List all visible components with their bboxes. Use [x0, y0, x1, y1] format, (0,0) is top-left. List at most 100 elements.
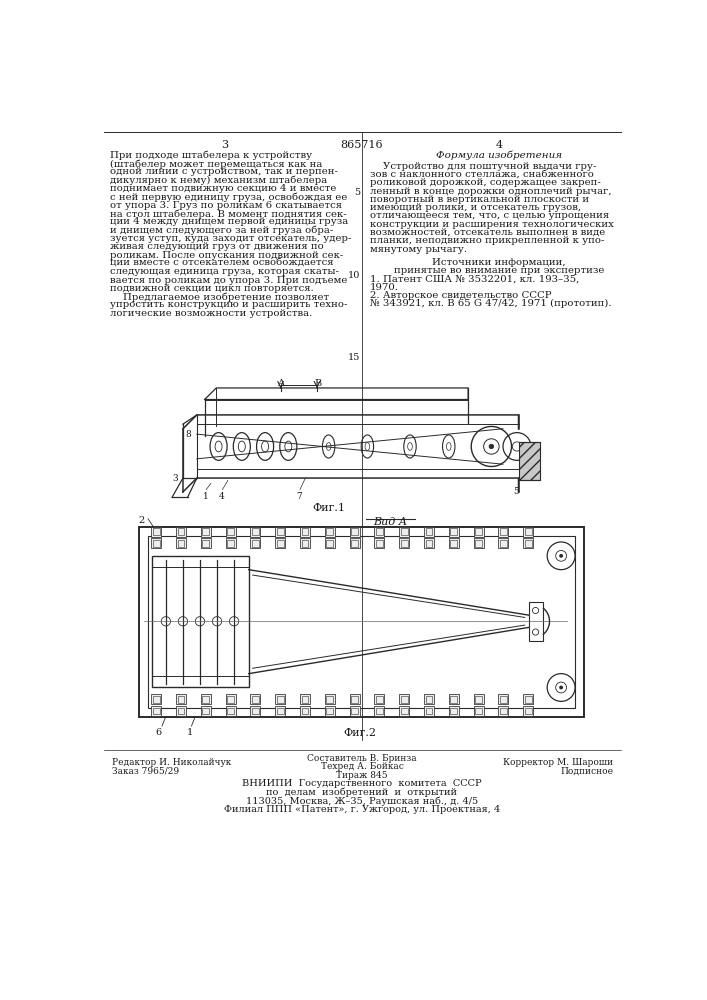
Text: отличающееся тем, что, с целью упрощения: отличающееся тем, что, с целью упрощения — [370, 211, 609, 220]
Bar — [300, 706, 310, 716]
Bar — [349, 538, 360, 548]
Text: зов с наклонного стеллажа, снабженного: зов с наклонного стеллажа, снабженного — [370, 170, 594, 179]
Bar — [201, 527, 211, 537]
Bar — [498, 538, 508, 548]
Text: 4: 4 — [496, 140, 503, 150]
Bar — [252, 708, 259, 714]
Bar — [401, 708, 408, 714]
Text: ции вместе с отсекателем освобождается: ции вместе с отсекателем освобождается — [110, 259, 334, 268]
Bar — [325, 694, 335, 704]
Bar — [349, 706, 360, 716]
Bar — [300, 538, 310, 548]
Bar — [301, 708, 308, 714]
Text: с ней первую единицу груза, освобождая ее: с ней первую единицу груза, освобождая е… — [110, 192, 347, 202]
Bar — [327, 696, 333, 703]
Text: возможностей, отсекатель выполнен в виде: возможностей, отсекатель выполнен в виде — [370, 228, 605, 237]
Bar — [327, 540, 333, 547]
Text: 3: 3 — [172, 474, 177, 483]
Text: ции 4 между днищем первой единицы груза: ции 4 между днищем первой единицы груза — [110, 217, 349, 226]
Bar — [151, 527, 161, 537]
Bar — [252, 528, 259, 535]
Text: поворотный в вертикальной плоскости и: поворотный в вертикальной плоскости и — [370, 195, 589, 204]
Bar — [300, 694, 310, 704]
Bar — [450, 528, 457, 535]
Text: (штабелер может перемещаться как на: (штабелер может перемещаться как на — [110, 159, 322, 169]
Text: 3: 3 — [221, 140, 228, 150]
Bar — [500, 540, 507, 547]
Bar — [500, 696, 507, 703]
Bar — [202, 708, 209, 714]
Text: При подходе штабелера к устройству: При подходе штабелера к устройству — [110, 151, 312, 160]
Bar — [426, 540, 433, 547]
Bar — [152, 556, 249, 687]
Circle shape — [489, 444, 493, 449]
Text: 1. Патент США № 3532201, кл. 193–35,: 1. Патент США № 3532201, кл. 193–35, — [370, 274, 579, 283]
Bar — [301, 696, 308, 703]
Text: 5: 5 — [513, 487, 519, 496]
Bar — [201, 538, 211, 548]
Text: Вид А: Вид А — [373, 517, 408, 527]
Bar — [449, 694, 459, 704]
Bar — [252, 540, 259, 547]
Bar — [424, 538, 434, 548]
Bar — [426, 708, 433, 714]
Bar — [276, 528, 284, 535]
Text: 113035, Москва, Ж–35, Раушская наб., д. 4/5: 113035, Москва, Ж–35, Раушская наб., д. … — [246, 796, 478, 806]
Bar — [202, 696, 209, 703]
Bar — [176, 694, 186, 704]
Text: 5: 5 — [354, 188, 361, 197]
Text: 1970.: 1970. — [370, 283, 399, 292]
Bar — [500, 708, 507, 714]
Bar — [226, 706, 235, 716]
Bar — [374, 527, 385, 537]
Text: зуется уступ, куда заходит отсекатель, удер-: зуется уступ, куда заходит отсекатель, у… — [110, 234, 351, 243]
Text: упростить конструкцию и расширить техно-: упростить конструкцию и расширить техно- — [110, 300, 347, 309]
Bar — [300, 527, 310, 537]
Text: Источники информации,: Источники информации, — [432, 258, 566, 267]
Text: Устройство для поштучной выдачи гру-: Устройство для поштучной выдачи гру- — [370, 162, 596, 171]
Bar — [148, 536, 575, 708]
Bar — [523, 538, 533, 548]
Bar — [475, 696, 482, 703]
Bar — [374, 538, 385, 548]
Bar — [325, 538, 335, 548]
Text: B: B — [315, 379, 322, 388]
Bar — [276, 708, 284, 714]
Text: 10: 10 — [348, 271, 361, 280]
Text: от упора 3. Груз по роликам 6 скатывается: от упора 3. Груз по роликам 6 скатываетс… — [110, 201, 342, 210]
Bar — [327, 708, 333, 714]
Bar — [139, 527, 585, 717]
Text: ленный в конце дорожки одноплечий рычаг,: ленный в конце дорожки одноплечий рычаг, — [370, 187, 612, 196]
Bar — [227, 528, 234, 535]
Text: одной линии с устройством, так и перпен-: одной линии с устройством, так и перпен- — [110, 167, 338, 176]
Bar — [450, 696, 457, 703]
Text: вается по роликам до упора 3. При подъеме: вается по роликам до упора 3. При подъем… — [110, 276, 347, 285]
Text: 2: 2 — [139, 516, 145, 525]
Bar — [424, 706, 434, 716]
Text: Формула изобретения: Формула изобретения — [436, 151, 562, 160]
Bar — [275, 694, 285, 704]
Bar — [227, 540, 234, 547]
Bar — [351, 696, 358, 703]
Circle shape — [559, 554, 563, 558]
Circle shape — [559, 686, 563, 689]
Text: Техред А. Бойкас: Техред А. Бойкас — [320, 762, 404, 771]
Bar — [275, 706, 285, 716]
Bar — [374, 706, 385, 716]
Bar — [525, 696, 532, 703]
Bar — [151, 706, 161, 716]
Bar — [176, 538, 186, 548]
Bar — [327, 528, 333, 535]
Bar — [525, 708, 532, 714]
Bar — [351, 540, 358, 547]
Text: A: A — [277, 379, 284, 388]
Bar — [376, 696, 383, 703]
Bar — [177, 708, 185, 714]
Bar — [176, 706, 186, 716]
Bar — [426, 696, 433, 703]
Bar — [301, 540, 308, 547]
Bar — [399, 538, 409, 548]
Bar — [424, 694, 434, 704]
Text: Тираж 845: Тираж 845 — [336, 771, 387, 780]
Bar — [426, 528, 433, 535]
